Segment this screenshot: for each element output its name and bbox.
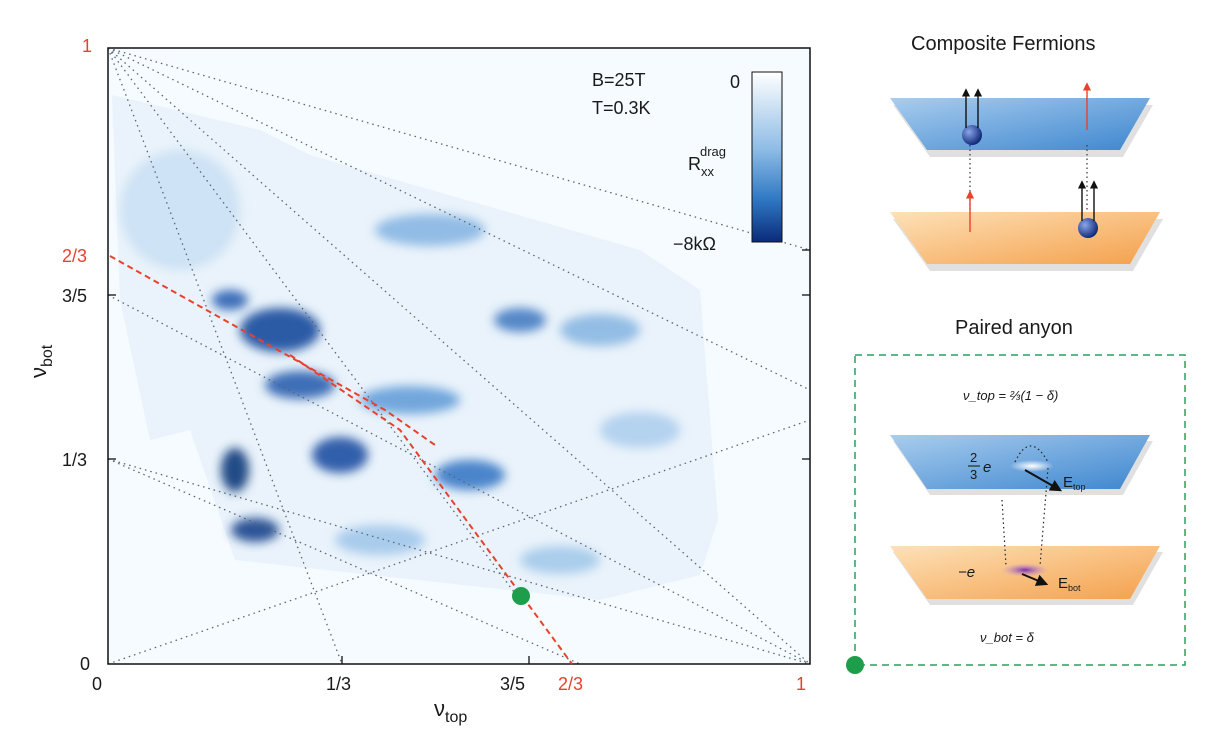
y-axis-title-group: νbot [26, 344, 56, 378]
y-tick-label-1: 1 [82, 36, 92, 56]
cf-top-fermion [962, 125, 982, 145]
red-dashed-line-bottom [289, 354, 573, 665]
nu-top-equation: ν_top = ⅔(1 − δ) [963, 388, 1058, 403]
guide-line [108, 294, 810, 664]
heatmap-blob [312, 437, 368, 473]
heatmap-blob [240, 308, 320, 352]
quasihole-spot [1010, 460, 1054, 472]
e-top-label: Etop [1063, 474, 1086, 492]
x-tick-label-1-3: 1/3 [326, 674, 351, 694]
colorbar-label-sup: drag [700, 144, 726, 159]
e-bot-sub: bot [1068, 583, 1081, 593]
heatmap-blob [494, 308, 546, 332]
quasiparticle-spot [1001, 563, 1049, 577]
heatmap-blob [231, 518, 279, 542]
cf-bottom-plane [890, 212, 1160, 264]
cf-bottom-fermion [1078, 218, 1098, 238]
heatmap-plot: B=25T T=0.3K 0 −8kΩ Rxx drag 0 1/3 3/5 2… [26, 36, 811, 726]
e-bot-arrow-icon [1021, 573, 1049, 586]
e-top-main: E [1063, 474, 1073, 491]
y-tick-label-3-5: 3/5 [62, 286, 87, 306]
x-tick-label-0: 0 [92, 674, 102, 694]
colorbar-gradient [751, 71, 783, 243]
heatmap-blob [120, 150, 240, 270]
heatmap-blob [212, 290, 248, 310]
red-dashed-lines [109, 255, 573, 665]
axis-ticks [108, 249, 810, 664]
y-axis-title-main: ν [26, 367, 51, 378]
heatmap-features [120, 150, 680, 574]
x-axis-title: νtop [434, 696, 467, 726]
paired-anyon-title: Paired anyon [955, 317, 1073, 339]
pairing-connector [1001, 499, 1007, 567]
x-axis-title-sub: top [445, 709, 467, 726]
top-charge-e: e [983, 459, 991, 476]
paired-anyon-panel: Paired anyon ν_top = ⅔(1 − δ) 2 3 e Etop… [846, 317, 1186, 674]
colorbar-bottom-label: −8kΩ [673, 234, 716, 254]
top-charge-denominator: 3 [970, 467, 977, 482]
colorbar: 0 −8kΩ Rxx drag [673, 71, 783, 254]
plot-frame [107, 47, 811, 665]
cf-top-plane [890, 98, 1150, 150]
y-tick-label-1-3: 1/3 [62, 450, 87, 470]
heatmap-blob [520, 546, 600, 574]
field-label: B=25T [592, 70, 646, 90]
y-tick-label-2-3: 2/3 [62, 246, 87, 266]
heatmap-blob [600, 412, 680, 448]
heatmap-blob [435, 460, 505, 490]
heatmap-blob [360, 386, 460, 414]
y-tick-label-0: 0 [80, 654, 90, 674]
heatmap-region [112, 95, 718, 600]
heatmap-field [108, 48, 810, 664]
temperature-label: T=0.3K [592, 98, 651, 118]
pairing-connector [1014, 445, 1049, 463]
heatmap-blob [560, 314, 640, 346]
heatmap-blob [375, 214, 485, 246]
y-axis-title: νbot [26, 344, 56, 378]
dotted-guide-lines [108, 48, 810, 664]
e-bot-main: E [1058, 575, 1068, 592]
panel-green-marker [846, 656, 864, 674]
pairing-connector [1039, 467, 1049, 567]
x-tick-label-2-3: 2/3 [558, 674, 583, 694]
e-bot-label: Ebot [1058, 575, 1081, 593]
red-dashed-line-top [109, 255, 436, 446]
colorbar-quantity-label: Rxx [688, 154, 715, 179]
y-axis-title-sub: bot [39, 344, 56, 367]
colorbar-label-main: R [688, 154, 701, 174]
e-top-arrow-icon [1024, 469, 1063, 492]
guide-line [108, 458, 810, 664]
guide-line [108, 48, 810, 251]
heatmap-blob [221, 448, 249, 492]
heatmap-blob [265, 371, 335, 399]
x-axis-title-main: ν [434, 696, 445, 721]
bottom-charge-label: −e [958, 564, 975, 581]
composite-fermions-title: Composite Fermions [911, 33, 1096, 55]
heatmap-blob [335, 525, 425, 555]
composite-fermions-panel: Composite Fermions [890, 33, 1163, 271]
paired-anyon-box [854, 354, 1186, 666]
e-top-sub: top [1073, 482, 1086, 492]
green-marker [512, 587, 530, 605]
top-charge-numerator: 2 [970, 450, 977, 465]
nu-bot-equation: ν_bot = δ [980, 630, 1035, 645]
x-tick-label-3-5: 3/5 [500, 674, 525, 694]
colorbar-label-sub: xx [701, 164, 715, 179]
colorbar-top-label: 0 [730, 72, 740, 92]
x-tick-label-1: 1 [796, 674, 806, 694]
